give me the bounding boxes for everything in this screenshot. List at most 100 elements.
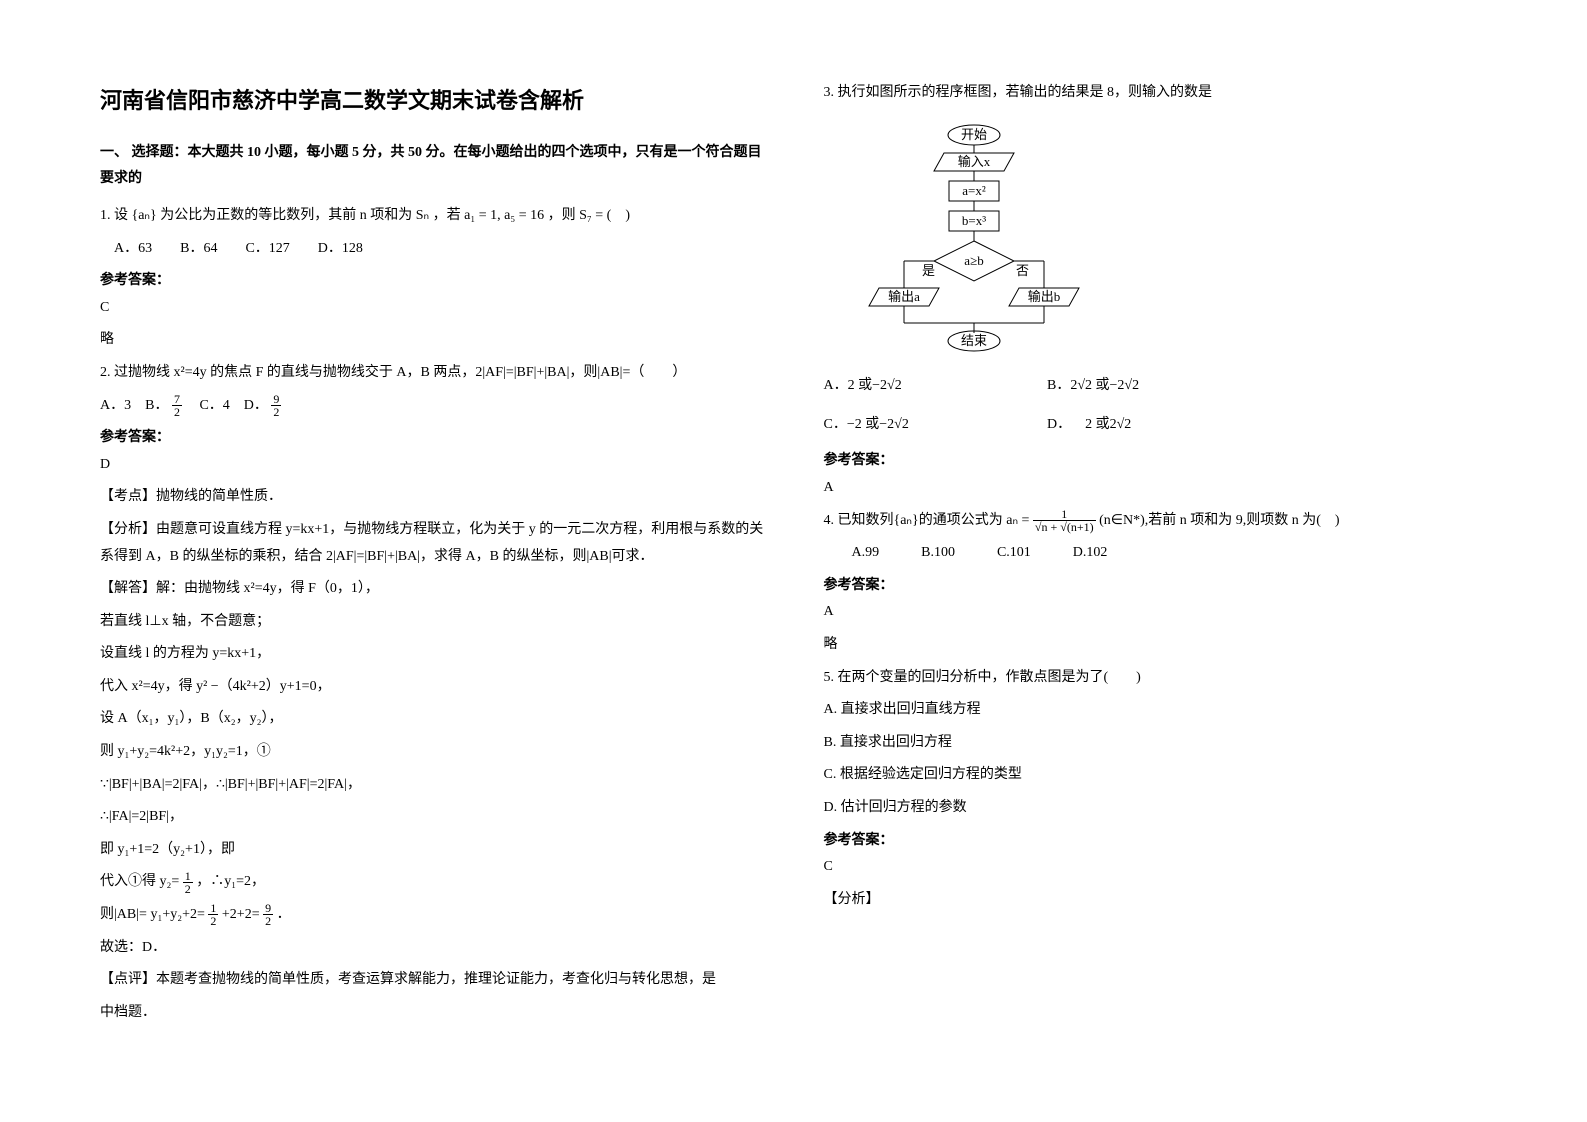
q2-l9: ∵|BF|+|BA|=2|FA|，∴|BF|+|BF|+|AF|=2|FA|， bbox=[100, 772, 764, 799]
page-title: 河南省信阳市慈济中学高二数学文期末试卷含解析 bbox=[100, 80, 764, 122]
frac-icon: 92 bbox=[263, 902, 273, 927]
svg-text:a=x²: a=x² bbox=[962, 183, 986, 198]
answer-label: 参考答案： bbox=[100, 268, 764, 295]
q5-answer: C bbox=[824, 854, 1488, 881]
q4-note: 略 bbox=[824, 632, 1488, 659]
frac-den: 2 bbox=[263, 915, 273, 927]
frac-icon: 92 bbox=[271, 393, 281, 418]
q2-l3: 【解答】解：由抛物线 x²=4y，得 F（0，1）， bbox=[100, 576, 764, 603]
q5-optB: B. 直接求出回归方程 bbox=[824, 730, 1488, 757]
q2-l13a: 则|AB|= bbox=[100, 907, 147, 922]
q1-answer: C bbox=[100, 295, 764, 322]
opt-text: D． 2 或 bbox=[1047, 417, 1110, 432]
answer-label: 参考答案： bbox=[824, 448, 1488, 475]
opt-math: −2√2 bbox=[872, 378, 902, 393]
q3-optA: A．2 或−2√2 bbox=[824, 373, 1044, 400]
svg-text:a≥b: a≥b bbox=[964, 253, 983, 268]
opt-text: C．−2 或 bbox=[824, 417, 880, 432]
q1-stem-a: 1. 设 bbox=[100, 208, 128, 223]
q1-seq: {aₙ} bbox=[132, 208, 157, 223]
q2-l15: 【点评】本题考查抛物线的简单性质，考查运算求解能力，推理论证能力，考查化归与转化… bbox=[100, 967, 764, 994]
question-4: 4. 已知数列{aₙ}的通项公式为 aₙ = 1√n + √(n+1) (n∈N… bbox=[824, 508, 1488, 535]
svg-text:否: 否 bbox=[1016, 263, 1029, 278]
q5-optD: D. 估计回归方程的参数 bbox=[824, 795, 1488, 822]
frac-icon: 1√n + √(n+1) bbox=[1033, 508, 1096, 533]
q4-an: aₙ = bbox=[1006, 513, 1029, 528]
q5-note: 【分析】 bbox=[824, 887, 1488, 914]
q3-answer: A bbox=[824, 475, 1488, 502]
flowchart-diagram: 开始 输入x a=x² b=x³ a≥b 是 否 输出a 输出b 结束 bbox=[864, 123, 1084, 353]
q4-options: A.99 B.100 C.101 D.102 bbox=[824, 540, 1488, 567]
frac-icon: 12 bbox=[183, 870, 193, 895]
opt-math: 2√2 bbox=[1110, 417, 1132, 432]
q2-l13c: +2+2= bbox=[222, 907, 260, 922]
frac-num: 7 bbox=[172, 393, 182, 406]
q1-cond: a₁ = 1, a₅ = 16 bbox=[464, 208, 544, 223]
frac-den: 2 bbox=[172, 406, 182, 418]
q2-l12a: 代入①得 bbox=[100, 874, 156, 889]
q2-l13: 则|AB|= y₁+y₂+2= 12 +2+2= 92 ． bbox=[100, 902, 764, 929]
q2-l5: 设直线 l 的方程为 y=kx+1， bbox=[100, 641, 764, 668]
opt-text: B． bbox=[1047, 378, 1070, 393]
opt-math: 2√2 bbox=[1070, 378, 1092, 393]
svg-text:输出b: 输出b bbox=[1027, 289, 1060, 304]
q2-l12b: ，∴y₁=2， bbox=[196, 874, 265, 889]
q5-optC: C. 根据经验选定回归方程的类型 bbox=[824, 762, 1488, 789]
q1-stem-b: 为公比为正数的等比数列，其前 n 项和为 bbox=[160, 208, 412, 223]
q3-options-row1: A．2 或−2√2 B．2√2 或−2√2 bbox=[824, 373, 1488, 400]
svg-text:开始: 开始 bbox=[960, 127, 986, 142]
answer-label: 参考答案： bbox=[824, 828, 1488, 855]
frac-icon: 72 bbox=[172, 393, 182, 418]
frac-den: 2 bbox=[271, 406, 281, 418]
q5-optA: A. 直接求出回归直线方程 bbox=[824, 697, 1488, 724]
q1-stem-e: ( ) bbox=[607, 208, 630, 223]
opt-text: 或 bbox=[1092, 378, 1110, 393]
frac-num: 1 bbox=[1033, 508, 1096, 521]
q2-l12: 代入①得 y₂= 12 ，∴y₁=2， bbox=[100, 869, 764, 896]
q2-l6: 代入 x²=4y，得 y² −（4k²+2）y+1=0， bbox=[100, 674, 764, 701]
svg-text:输入x: 输入x bbox=[957, 154, 990, 169]
q2-y2eq: y₂= bbox=[160, 874, 180, 889]
opt-text: A．2 或 bbox=[824, 378, 873, 393]
q4-stem-b: (n∈N*),若前 n 项和为 9,则项数 n 为( ) bbox=[1099, 513, 1339, 528]
q2-l7: 设 A（x₁，y₁），B（x₂，y₂）， bbox=[100, 706, 764, 733]
q3-optC: C．−2 或−2√2 bbox=[824, 412, 1044, 439]
q2-cont: 中档题． bbox=[100, 1000, 764, 1027]
frac-num: 1 bbox=[183, 870, 193, 883]
q1-note: 略 bbox=[100, 327, 764, 354]
answer-label: 参考答案： bbox=[824, 573, 1488, 600]
frac-icon: 12 bbox=[208, 902, 218, 927]
question-1: 1. 设 {aₙ} 为公比为正数的等比数列，其前 n 项和为 Sₙ ，若 a₁ … bbox=[100, 203, 764, 230]
q2-l14: 故选：D． bbox=[100, 935, 764, 962]
q2-l2: 【分析】由题意可设直线方程 y=kx+1，与抛物线方程联立，化为关于 y 的一元… bbox=[100, 517, 764, 570]
frac-num: 9 bbox=[271, 393, 281, 406]
q2-options: A．3 B． 72 C．4 D． 92 bbox=[100, 393, 764, 420]
svg-text:结束: 结束 bbox=[960, 333, 986, 348]
q2-answer: D bbox=[100, 452, 764, 479]
q1-Sn: Sₙ bbox=[416, 208, 429, 223]
section-heading: 一、 选择题：本大题共 10 小题，每小题 5 分，共 50 分。在每小题给出的… bbox=[100, 140, 764, 193]
question-3: 3. 执行如图所示的程序框图，若输出的结果是 8，则输入的数是 bbox=[824, 80, 1488, 107]
q3-optD: D． 2 或2√2 bbox=[1047, 412, 1267, 439]
q2-l8: 则 y₁+y₂=4k²+2，y₁y₂=1，① bbox=[100, 739, 764, 766]
q2-optC: C．4 D． bbox=[185, 398, 267, 413]
q3-optB: B．2√2 或−2√2 bbox=[1047, 373, 1267, 400]
q1-options: A．63 B．64 C．127 D．128 bbox=[100, 236, 764, 263]
q1-stem-d: ，则 bbox=[548, 208, 576, 223]
svg-text:输出a: 输出a bbox=[888, 289, 920, 304]
frac-den: 2 bbox=[208, 915, 218, 927]
opt-math: −2√2 bbox=[1110, 378, 1140, 393]
q4-answer: A bbox=[824, 599, 1488, 626]
q1-S7: S₇ = bbox=[579, 208, 603, 223]
q2-l1: 【考点】抛物线的简单性质． bbox=[100, 484, 764, 511]
answer-label: 参考答案： bbox=[100, 425, 764, 452]
q1-stem-c: ，若 bbox=[433, 208, 461, 223]
q2-l10: ∴|FA|=2|BF|， bbox=[100, 804, 764, 831]
q2-l11: 即 y₁+1=2（y₂+1），即 bbox=[100, 837, 764, 864]
q4-stem-a: 4. 已知数列{aₙ}的通项公式为 bbox=[824, 513, 1003, 528]
svg-text:b=x³: b=x³ bbox=[961, 213, 985, 228]
question-5: 5. 在两个变量的回归分析中，作散点图是为了( ) bbox=[824, 665, 1488, 692]
svg-text:是: 是 bbox=[922, 263, 935, 278]
q2-l4: 若直线 l⊥x 轴，不合题意； bbox=[100, 609, 764, 636]
opt-math: −2√2 bbox=[879, 417, 909, 432]
